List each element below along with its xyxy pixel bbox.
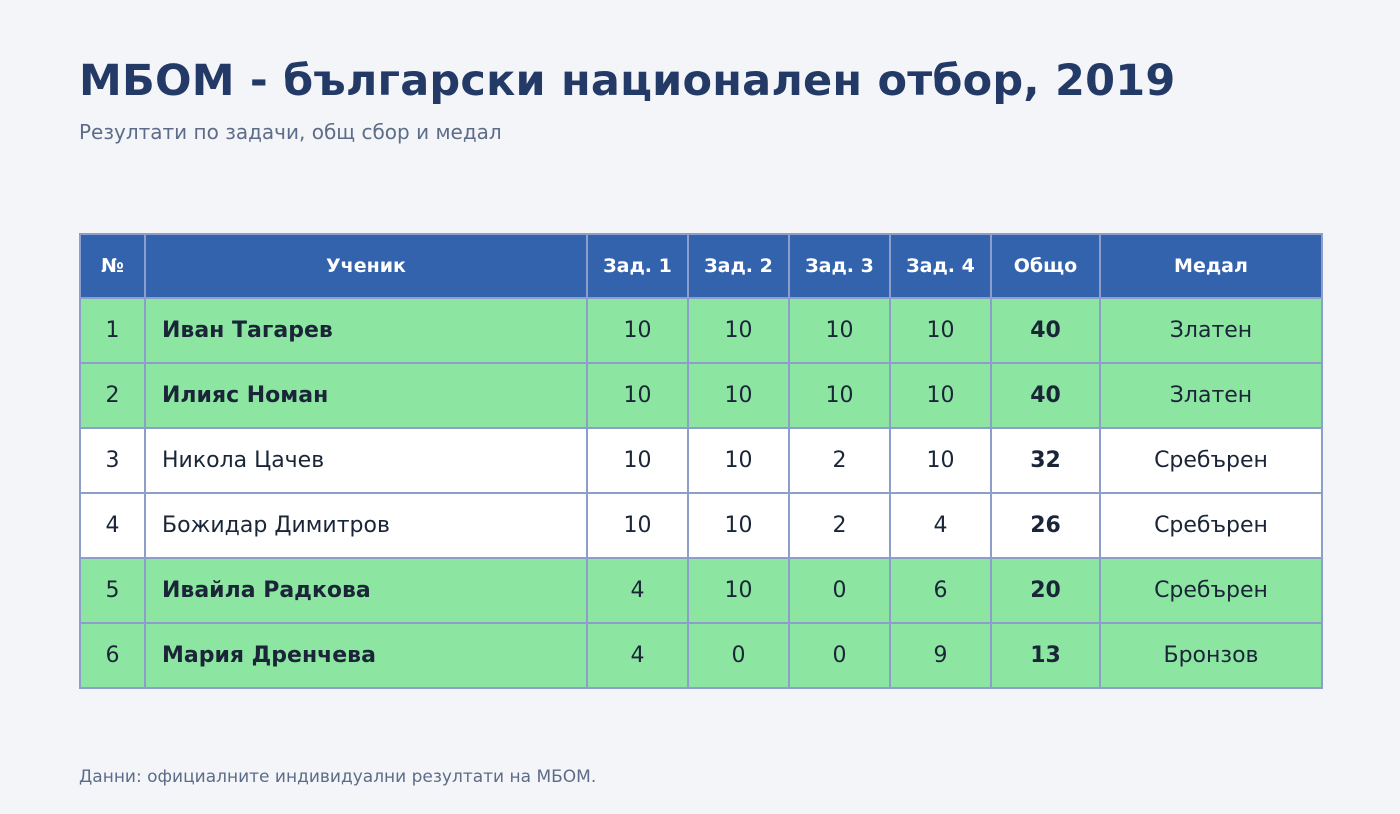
cell-problem-4: 10 <box>889 427 992 494</box>
table-row: 3 Никола Цачев 10 10 2 10 32 Сребърен <box>79 427 1323 494</box>
results-table: № Ученик Зад. 1 Зад. 2 Зад. 3 Зад. 4 Общ… <box>79 233 1323 689</box>
cell-student-name: Илияс Номан <box>144 362 588 429</box>
table-row: 1 Иван Тагарев 10 10 10 10 40 Златен <box>79 297 1323 364</box>
cell-problem-1: 10 <box>586 362 689 429</box>
cell-problem-4: 10 <box>889 297 992 364</box>
cell-problem-4: 9 <box>889 622 992 689</box>
cell-problem-1: 4 <box>586 557 689 624</box>
column-header-problem-2: Зад. 2 <box>687 233 790 299</box>
cell-problem-4: 6 <box>889 557 992 624</box>
column-header-problem-4: Зад. 4 <box>889 233 992 299</box>
column-header-number: № <box>79 233 146 299</box>
cell-number: 3 <box>79 427 146 494</box>
cell-student-name: Иван Тагарев <box>144 297 588 364</box>
cell-medal: Златен <box>1099 297 1323 364</box>
cell-medal: Сребърен <box>1099 427 1323 494</box>
cell-medal: Бронзов <box>1099 622 1323 689</box>
cell-problem-2: 10 <box>687 427 790 494</box>
cell-problem-1: 10 <box>586 297 689 364</box>
cell-total: 20 <box>990 557 1101 624</box>
table-header-row: № Ученик Зад. 1 Зад. 2 Зад. 3 Зад. 4 Общ… <box>79 233 1323 299</box>
column-header-medal: Медал <box>1099 233 1323 299</box>
page-subtitle: Резултати по задачи, общ сбор и медал <box>79 120 502 144</box>
cell-problem-2: 10 <box>687 297 790 364</box>
cell-problem-3: 10 <box>788 297 891 364</box>
cell-student-name: Никола Цачев <box>144 427 588 494</box>
cell-total: 40 <box>990 297 1101 364</box>
column-header-problem-1: Зад. 1 <box>586 233 689 299</box>
cell-student-name: Мария Дренчева <box>144 622 588 689</box>
cell-number: 5 <box>79 557 146 624</box>
cell-problem-2: 0 <box>687 622 790 689</box>
table-row: 5 Ивайла Радкова 4 10 0 6 20 Сребърен <box>79 557 1323 624</box>
column-header-student: Ученик <box>144 233 588 299</box>
source-note: Данни: официалните индивидуални резултат… <box>79 767 597 787</box>
cell-problem-2: 10 <box>687 362 790 429</box>
page-title: МБОМ - български национален отбор, 2019 <box>79 56 1176 106</box>
table-row: 6 Мария Дренчева 4 0 0 9 13 Бронзов <box>79 622 1323 689</box>
cell-problem-3: 2 <box>788 492 891 559</box>
cell-total: 32 <box>990 427 1101 494</box>
table-row: 4 Божидар Димитров 10 10 2 4 26 Сребърен <box>79 492 1323 559</box>
cell-problem-2: 10 <box>687 492 790 559</box>
column-header-total: Общо <box>990 233 1101 299</box>
cell-problem-3: 0 <box>788 622 891 689</box>
cell-total: 26 <box>990 492 1101 559</box>
column-header-problem-3: Зад. 3 <box>788 233 891 299</box>
table-row: 2 Илияс Номан 10 10 10 10 40 Златен <box>79 362 1323 429</box>
cell-medal: Сребърен <box>1099 492 1323 559</box>
cell-number: 6 <box>79 622 146 689</box>
cell-student-name: Божидар Димитров <box>144 492 588 559</box>
cell-problem-3: 0 <box>788 557 891 624</box>
cell-number: 1 <box>79 297 146 364</box>
cell-problem-1: 10 <box>586 492 689 559</box>
cell-problem-4: 10 <box>889 362 992 429</box>
cell-number: 4 <box>79 492 146 559</box>
cell-problem-1: 10 <box>586 427 689 494</box>
cell-problem-3: 10 <box>788 362 891 429</box>
cell-problem-2: 10 <box>687 557 790 624</box>
cell-medal: Златен <box>1099 362 1323 429</box>
cell-medal: Сребърен <box>1099 557 1323 624</box>
cell-total: 13 <box>990 622 1101 689</box>
cell-number: 2 <box>79 362 146 429</box>
cell-total: 40 <box>990 362 1101 429</box>
cell-student-name: Ивайла Радкова <box>144 557 588 624</box>
cell-problem-1: 4 <box>586 622 689 689</box>
cell-problem-4: 4 <box>889 492 992 559</box>
cell-problem-3: 2 <box>788 427 891 494</box>
